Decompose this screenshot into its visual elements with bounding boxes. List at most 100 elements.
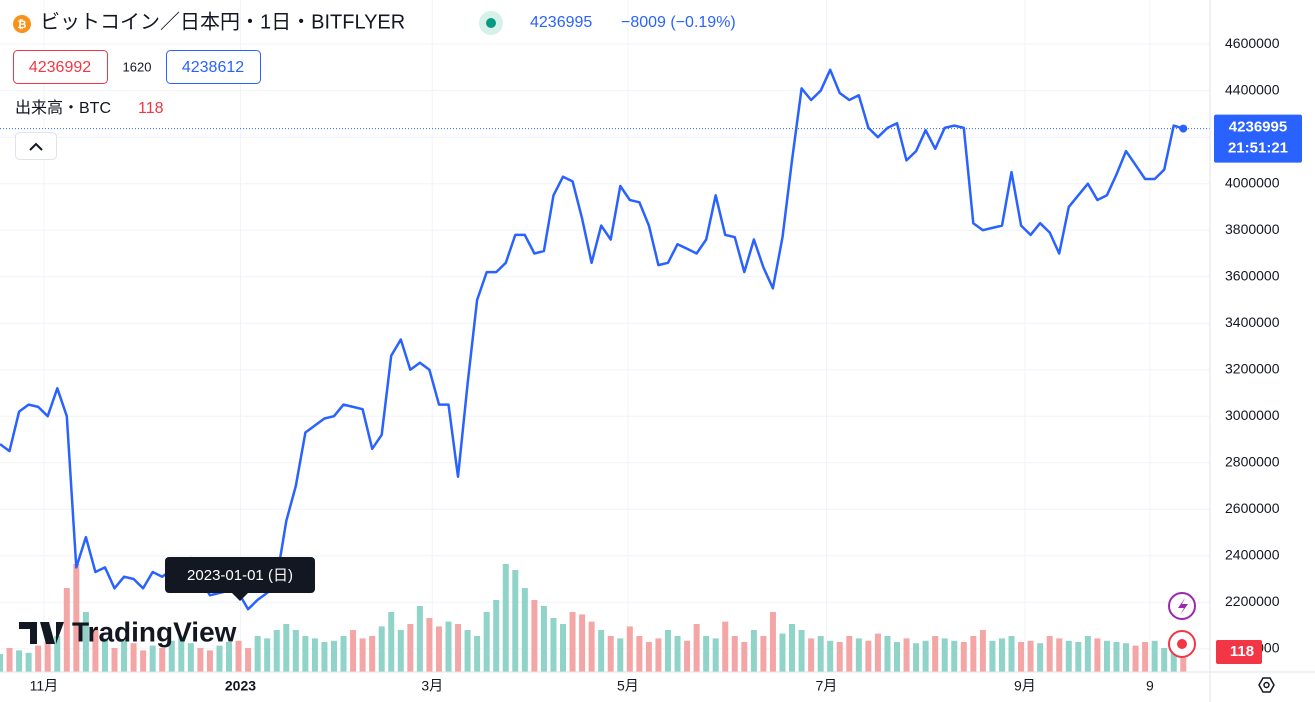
volume-bar: [140, 650, 147, 672]
x-tick-label: 9: [1146, 678, 1154, 694]
volume-bar: [6, 648, 13, 672]
volume-bar: [550, 618, 557, 672]
volume-bar: [1046, 636, 1053, 672]
volume-bar: [645, 642, 652, 672]
volume-bar: [369, 636, 376, 672]
volume-bar: [913, 643, 920, 672]
volume-bar: [560, 624, 567, 672]
volume-bar: [684, 640, 691, 672]
volume-bar: [483, 612, 490, 672]
volume-bar: [1151, 640, 1158, 672]
volume-bar: [474, 636, 481, 672]
volume-label: 出来高・BTC: [15, 99, 111, 117]
volume-bar: [1008, 636, 1015, 672]
brand-icon: [19, 622, 64, 644]
volume-bar: [1132, 645, 1139, 672]
volume-bar: [588, 621, 595, 672]
collapse-button[interactable]: [15, 132, 57, 160]
status-dot: [486, 18, 496, 28]
brand: TradingView: [72, 616, 237, 647]
axis-labels: 11月 2023 3月 5月 7月 9月 9 4236995 21:51:21 118: [30, 114, 1302, 694]
volume-bar: [378, 626, 385, 672]
spread: 1620: [123, 59, 152, 74]
crosshair-tooltip: [165, 557, 315, 593]
volume-bar: [932, 636, 939, 672]
volume-bar: [111, 648, 118, 672]
y-tick-label: 2400000: [1225, 546, 1280, 562]
volume-bar: [54, 636, 61, 672]
volume-bar: [1170, 650, 1177, 672]
volume-bar: [330, 640, 337, 672]
volume-bar: [101, 638, 108, 672]
volume-bar: [636, 636, 643, 672]
volume-bar: [1018, 642, 1025, 672]
volume-bar: [607, 636, 614, 672]
volume-label-box: [1216, 640, 1262, 664]
volume-bar: [617, 638, 624, 672]
volume-bars: [0, 564, 1187, 672]
volume-bar: [789, 624, 796, 672]
tooltip-pointer: [232, 593, 248, 601]
volume-value: 118: [138, 100, 164, 117]
y-tick-label: 4000000: [1225, 174, 1280, 190]
volume-bar: [1027, 640, 1034, 672]
volume-bar: [216, 645, 223, 672]
volume-bar: [273, 630, 280, 672]
volume-bar: [44, 642, 51, 672]
volume-bar: [722, 621, 729, 672]
volume-bar: [865, 640, 872, 672]
y-tick-label: 2800000: [1225, 453, 1280, 469]
settings-button[interactable]: [1258, 677, 1275, 693]
y-tick-label: 3000000: [1225, 407, 1280, 423]
y-tick-label: 2600000: [1225, 500, 1280, 516]
coin-icon: [13, 15, 31, 33]
volume-bar: [264, 638, 271, 672]
volume-bar: [1084, 636, 1091, 672]
bolt-icon: [1178, 598, 1188, 615]
volume-bar: [1037, 643, 1044, 672]
volume-bar: [206, 650, 213, 672]
volume-bar: [827, 640, 834, 672]
y-tick-label: 3600000: [1225, 267, 1280, 283]
volume-bar: [1113, 642, 1120, 672]
y-tick-label: 2200000: [1225, 593, 1280, 609]
coin-symbol: ₿: [18, 19, 27, 31]
volume-bar: [235, 640, 242, 672]
volume-bar: [226, 642, 233, 672]
volume-bar: [302, 636, 309, 672]
volume-bar: [1075, 642, 1082, 672]
ask: 4238612: [182, 59, 244, 76]
price-label: 4236995: [1229, 119, 1287, 136]
y-tick-label: 3400000: [1225, 314, 1280, 330]
volume-bar: [884, 636, 891, 672]
last-price: 4236995: [530, 14, 592, 31]
volume-bar: [359, 638, 366, 672]
volume-bar: [350, 630, 357, 672]
volume-bar: [63, 588, 70, 672]
volume-bar: [0, 654, 3, 672]
volume-bar: [130, 643, 137, 672]
volume-bar: [540, 606, 547, 672]
volume-bar: [626, 626, 633, 672]
volume-bar: [397, 630, 404, 672]
volume-bar: [1161, 648, 1168, 672]
volume-bar: [998, 638, 1005, 672]
volume-bar: [874, 633, 881, 672]
volume-bar: [512, 570, 519, 672]
volume-bar: [121, 640, 128, 672]
x-tick-label: 5月: [617, 678, 639, 694]
volume-bar: [855, 638, 862, 672]
volume-bar: [769, 612, 776, 672]
volume-bar: [82, 612, 89, 672]
volume-bar: [894, 642, 901, 672]
volume-bar: [283, 624, 290, 672]
bid-box[interactable]: [13, 50, 108, 84]
volume-bar: [435, 626, 442, 672]
volume-bar: [693, 624, 700, 672]
volume-bar: [798, 630, 805, 672]
volume-bar: [941, 638, 948, 672]
volume-bar: [903, 638, 910, 672]
y-tick-label: 3800000: [1225, 221, 1280, 237]
ask-box[interactable]: [166, 50, 261, 84]
volume-bar: [340, 636, 347, 672]
